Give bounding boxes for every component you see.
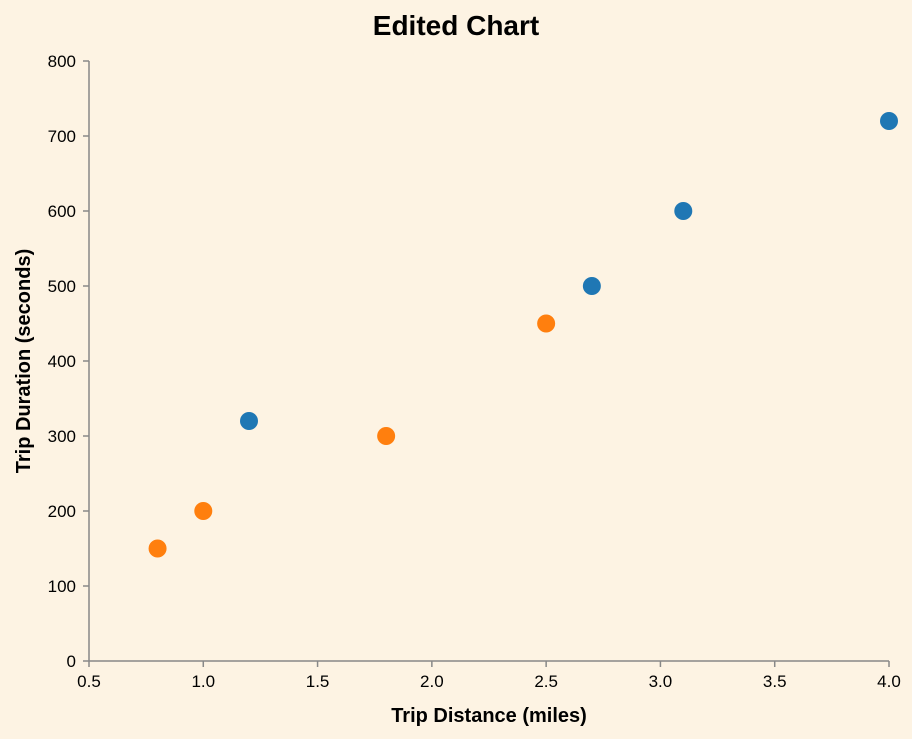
y-tick-label: 100 [48, 577, 76, 596]
y-tick-label: 400 [48, 352, 76, 371]
y-tick-label: 600 [48, 202, 76, 221]
x-tick-label: 2.5 [534, 672, 558, 691]
x-tick-label: 3.5 [763, 672, 787, 691]
y-tick-label: 700 [48, 127, 76, 146]
y-axis-title: Trip Duration (seconds) [13, 249, 35, 473]
scatter-point[interactable] [240, 412, 258, 430]
x-tick-label: 1.0 [191, 672, 215, 691]
scatter-point[interactable] [880, 112, 898, 130]
scatter-point[interactable] [674, 202, 693, 220]
scatter-point[interactable] [582, 277, 601, 295]
chart-title: Edited Chart [373, 10, 539, 41]
y-tick-label: 0 [67, 652, 76, 671]
x-axis: 0.5 1.0 1.5 2.0 2.5 3.0 3.5 4.0 [77, 660, 901, 691]
x-tick-label: 3.0 [649, 672, 673, 691]
scatter-point[interactable] [377, 427, 396, 445]
x-tick-label: 1.5 [306, 672, 330, 691]
y-tick-label: 200 [48, 502, 76, 521]
x-tick-label: 0.5 [77, 672, 101, 691]
scatter-point[interactable] [537, 314, 556, 333]
x-axis-title: Trip Distance (miles) [391, 705, 587, 727]
y-tick-label: 500 [48, 277, 76, 296]
scatter-point[interactable] [194, 502, 213, 520]
data-points [148, 112, 898, 558]
scatter-point[interactable] [148, 539, 167, 558]
x-tick-label: 4.0 [877, 672, 901, 691]
x-tick-label: 2.0 [420, 672, 444, 691]
y-axis: 0 100 200 300 400 500 600 700 800 [48, 52, 90, 671]
y-tick-label: 300 [48, 427, 76, 446]
y-tick-label: 800 [48, 52, 76, 71]
